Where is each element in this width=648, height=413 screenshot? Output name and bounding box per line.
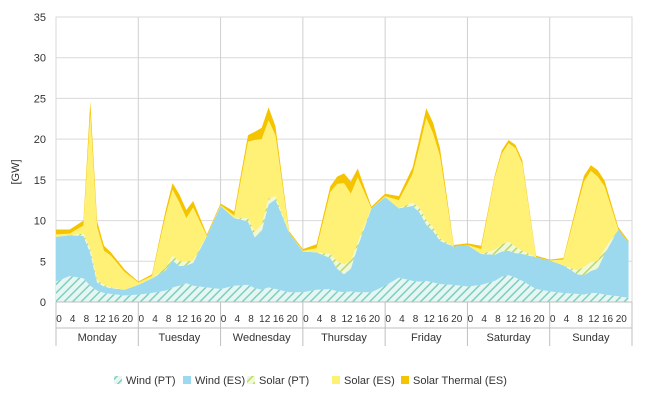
x-tick-label: 4 [70,314,76,325]
x-tick-label: 4 [399,314,405,325]
x-tick-label: 8 [413,314,419,325]
x-tick-label: 16 [437,314,449,325]
x-tick-label: 16 [108,314,120,325]
x-tick-label: 8 [331,314,337,325]
legend-entry: Wind (ES) [195,375,245,387]
day-label: Wednesday [233,332,291,344]
x-tick-label: 8 [495,314,501,325]
x-tick-label: 0 [56,314,62,325]
area-wind-es [56,196,629,298]
y-tick-label: 0 [40,297,46,309]
y-tick-label: 10 [34,216,46,228]
x-tick-label: 12 [177,314,189,325]
x-tick-label: 20 [533,314,545,325]
x-tick-label: 4 [152,314,158,325]
legend-swatch [183,376,191,384]
y-tick-label: 5 [40,256,46,268]
day-label: Saturday [487,332,532,344]
area-layer [56,101,629,302]
x-tick-label: 0 [303,314,309,325]
x-tick-label: 0 [221,314,227,325]
x-tick-label: 0 [139,314,145,325]
x-tick-label: 4 [235,314,241,325]
x-tick-label: 4 [481,314,487,325]
x-tick-label: 12 [95,314,107,325]
x-tick-label: 16 [355,314,367,325]
x-tick-label: 16 [520,314,532,325]
legend-swatch [247,376,255,384]
x-tick-label: 16 [273,314,285,325]
x-tick-label: 8 [577,314,583,325]
y-tick-label: 30 [34,53,46,65]
legend: Wind (PT) Wind (ES) Solar (PT) Solar (ES) So… [114,375,507,387]
legend-entry: Solar (PT) [259,375,309,387]
day-label: Tuesday [159,332,201,344]
x-tick-label: 8 [166,314,172,325]
x-tick-label: 12 [341,314,353,325]
legend-entry: Solar (ES) [344,375,395,387]
y-tick-label: 35 [34,12,46,24]
legend-entry: Wind (PT) [126,375,176,387]
day-label: Thursday [321,332,367,344]
y-axis-title: [GW] [10,159,22,184]
x-tick-label: 20 [204,314,216,325]
x-tick-label: 4 [564,314,570,325]
area-solar-thermal-es [56,101,629,283]
x-tick-label: 12 [588,314,600,325]
x-tick-label: 0 [468,314,474,325]
grid-layer [55,16,633,303]
x-tick-label: 4 [317,314,323,325]
x-tick-label: 12 [506,314,518,325]
x-tick-label: 12 [259,314,271,325]
x-tick-label: 20 [616,314,628,325]
x-tick-label: 12 [424,314,436,325]
y-tick-label: 20 [34,134,46,146]
x-tick-label: 16 [191,314,203,325]
area-solar-pt [56,196,629,290]
x-tick-label: 16 [602,314,614,325]
day-label: Sunday [572,332,610,344]
area-solar-es [56,113,629,290]
day-label: Monday [78,332,118,344]
area-wind-pt [56,275,629,302]
x-tick-label: 20 [369,314,381,325]
x-tick-label: 20 [287,314,299,325]
day-label: Friday [411,332,442,344]
y-tick-label: 25 [34,93,46,105]
legend-entry: Solar Thermal (ES) [413,375,507,387]
x-tick-label: 8 [84,314,90,325]
x-tick-label: 0 [385,314,391,325]
legend-swatch [401,376,409,384]
x-tick-label: 0 [550,314,556,325]
x-tick-label: 20 [451,314,463,325]
legend-swatch [332,376,340,384]
x-tick-label: 8 [248,314,254,325]
legend-swatch [114,376,122,384]
y-tick-label: 15 [34,175,46,187]
x-tick-label: 20 [122,314,134,325]
